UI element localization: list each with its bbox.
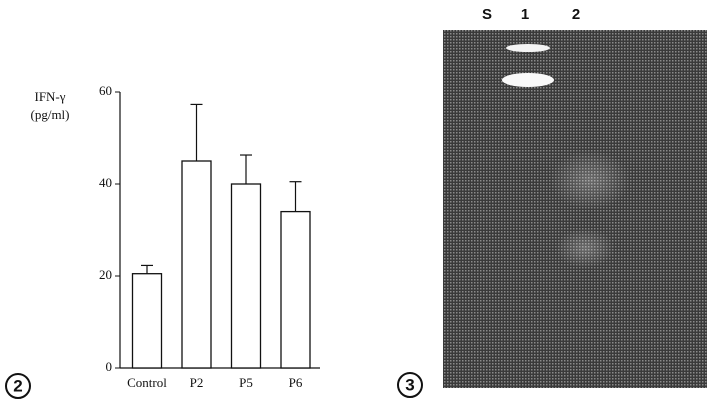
y-axis-label: (pg/ml) <box>31 107 70 122</box>
panel-label: 2 <box>13 376 22 395</box>
lane-label: 2 <box>572 6 580 23</box>
x-tick-label: P6 <box>289 375 303 390</box>
bar <box>281 212 310 368</box>
x-tick-label: Control <box>127 375 167 390</box>
y-axis-label: IFN-γ <box>34 89 65 104</box>
y-tick-label: 60 <box>99 83 112 98</box>
figure: IFN-γ (pg/ml) 2 0 20 40 60 Control P2 P5 P6 S 1… <box>0 0 709 407</box>
gel-smear <box>555 228 615 268</box>
x-tick-label: P2 <box>190 375 204 390</box>
bar <box>232 184 261 368</box>
gel-background <box>443 30 707 388</box>
bar-chart: IFN-γ (pg/ml) 2 0 20 40 60 Control P2 P5 P6 <box>6 83 320 398</box>
gel-smear <box>550 150 630 210</box>
page: IFN-γ (pg/ml) 2 0 20 40 60 Control P2 P5 P6 S 1… <box>0 0 709 407</box>
y-tick-label: 40 <box>99 175 112 190</box>
lane-label: 1 <box>521 6 529 23</box>
bar <box>182 161 211 368</box>
gel-image: S 1 2 3 <box>398 6 707 397</box>
panel-label: 3 <box>405 375 414 394</box>
y-tick-label: 20 <box>99 267 112 282</box>
lane-label: S <box>482 6 492 23</box>
x-tick-label: P5 <box>239 375 253 390</box>
gel-band <box>502 73 554 87</box>
y-tick-label: 0 <box>106 359 113 374</box>
gel-band <box>506 44 550 52</box>
bar <box>133 274 162 368</box>
